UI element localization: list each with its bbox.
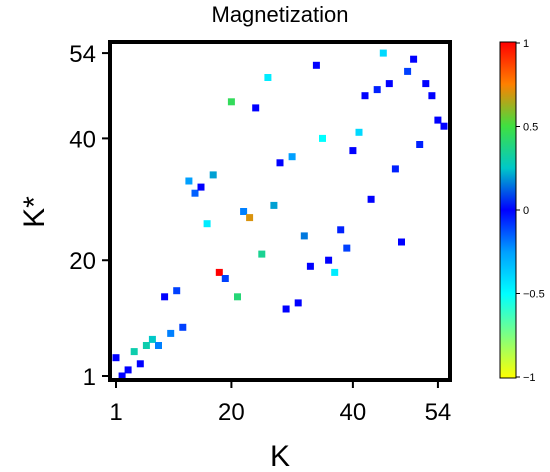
data-point: [173, 287, 181, 295]
data-point: [155, 342, 162, 349]
data-point: [167, 329, 175, 337]
data-point: [361, 92, 369, 100]
data-point: [428, 92, 436, 100]
data-point: [258, 250, 266, 258]
data-point: [367, 195, 375, 203]
y-tick-label: 20: [69, 248, 96, 275]
data-point: [306, 262, 314, 270]
data-point: [410, 55, 418, 63]
x-tick-label: 20: [218, 399, 245, 426]
data-point: [282, 305, 290, 313]
data-point: [252, 104, 260, 112]
data-point: [373, 86, 381, 94]
data-point: [398, 238, 405, 246]
colorbar-tick-label: 0: [523, 205, 529, 217]
data-point: [221, 275, 229, 282]
data-point: [142, 342, 150, 349]
data-point: [209, 171, 217, 179]
points-layer: [112, 49, 448, 380]
chart-title: Magnetization: [212, 2, 349, 27]
data-point: [215, 268, 223, 276]
data-point: [227, 98, 235, 106]
data-point: [434, 116, 442, 124]
data-point: [379, 49, 387, 57]
colorbar: [499, 41, 517, 379]
x-tick-label: 40: [340, 399, 367, 426]
x-axis-label: K: [270, 440, 290, 472]
colorbar-tick-label: 0.5: [523, 122, 538, 134]
data-point: [179, 323, 187, 331]
data-point: [234, 293, 241, 301]
data-point: [270, 201, 278, 209]
data-point: [312, 61, 320, 69]
y-axis-label: K*: [18, 196, 51, 228]
data-point: [136, 360, 144, 368]
data-point: [203, 220, 211, 228]
x-tick-group: 1 20 40 54: [109, 380, 451, 426]
data-point: [331, 268, 339, 276]
x-tick-label: 54: [425, 399, 452, 426]
data-point: [325, 256, 333, 264]
data-point: [355, 128, 363, 136]
data-point: [337, 226, 345, 234]
data-point: [300, 232, 308, 240]
y-axis-label-group: K*: [18, 196, 51, 228]
x-tick-label: 1: [109, 399, 122, 426]
data-point: [112, 354, 120, 362]
data-point: [161, 293, 169, 301]
data-point: [440, 122, 448, 130]
colorbar-tick-label: −0.5: [523, 289, 545, 301]
plot-frame: [108, 40, 452, 382]
data-point: [422, 80, 430, 88]
y-tick-label: 54: [69, 41, 96, 68]
data-point: [343, 244, 351, 252]
data-point: [246, 214, 254, 222]
data-point: [319, 134, 326, 142]
data-point: [197, 183, 205, 191]
colorbar-tick-label: 1: [523, 38, 529, 50]
colorbar-tick-label: −1: [523, 372, 536, 384]
data-point: [124, 366, 132, 374]
y-tick-label: 40: [69, 126, 96, 153]
data-point: [404, 67, 412, 75]
data-point: [240, 208, 248, 215]
data-point: [294, 299, 302, 307]
data-point: [416, 141, 424, 148]
data-point: [148, 335, 156, 343]
data-point: [276, 159, 284, 167]
data-point: [264, 74, 272, 81]
data-point: [118, 372, 126, 380]
data-point: [391, 165, 399, 173]
y-tick-group: 1 20 40 54: [69, 41, 110, 391]
data-point: [385, 80, 393, 88]
data-point: [185, 177, 193, 185]
data-point: [288, 153, 296, 161]
data-point: [130, 348, 138, 356]
data-point: [191, 189, 199, 197]
colorbar-tick-group: 1 0.5 0 −0.5 −1: [516, 38, 545, 384]
y-tick-label: 1: [83, 364, 96, 391]
data-point: [349, 147, 357, 155]
